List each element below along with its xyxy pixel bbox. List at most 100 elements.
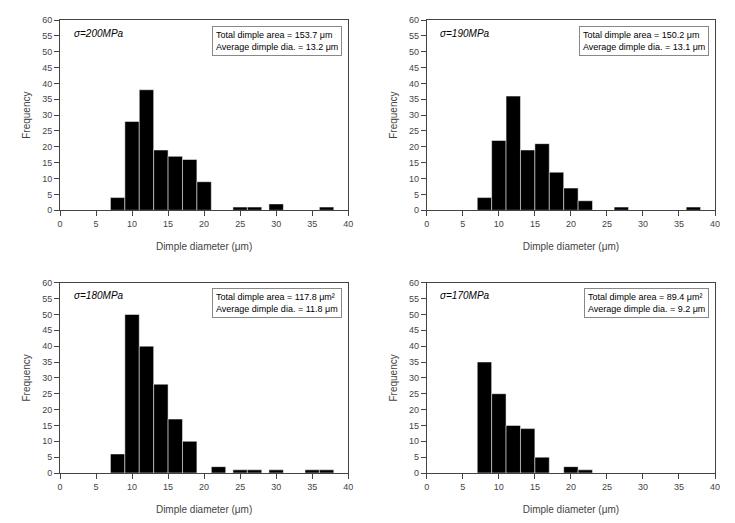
svg-text:5: 5 [47,190,52,200]
svg-text:25: 25 [602,219,612,229]
svg-text:45: 45 [42,325,52,335]
svg-text:25: 25 [235,219,245,229]
svg-text:Total dimple area = 117.8 μm²A: Total dimple area = 117.8 μm²Average dim… [216,292,338,314]
svg-text:σ=190MPa: σ=190MPa [440,28,490,39]
svg-text:15: 15 [163,482,173,492]
svg-text:0: 0 [47,468,52,478]
svg-text:5: 5 [94,482,99,492]
svg-text:10: 10 [409,174,419,184]
svg-text:35: 35 [674,219,684,229]
svg-text:60: 60 [42,278,52,288]
svg-text:60: 60 [42,15,52,25]
svg-text:15: 15 [42,421,52,431]
svg-text:20: 20 [566,219,576,229]
svg-text:25: 25 [602,482,612,492]
svg-text:5: 5 [94,219,99,229]
svg-text:Total dimple area = 153.7 μmAv: Total dimple area = 153.7 μmAverage dimp… [216,30,338,52]
svg-text:5: 5 [460,219,465,229]
svg-text:30: 30 [42,373,52,383]
svg-text:35: 35 [307,482,317,492]
svg-text:50: 50 [42,47,52,57]
svg-text:5: 5 [414,452,419,462]
svg-text:40: 40 [42,79,52,89]
svg-text:0: 0 [424,219,429,229]
svg-text:50: 50 [42,310,52,320]
svg-text:10: 10 [42,436,52,446]
svg-text:20: 20 [42,405,52,415]
svg-text:15: 15 [530,219,540,229]
svg-text:35: 35 [409,94,419,104]
svg-text:55: 55 [409,294,419,304]
svg-text:10: 10 [127,219,137,229]
svg-text:30: 30 [638,482,648,492]
svg-text:0: 0 [57,219,62,229]
svg-text:20: 20 [42,142,52,152]
svg-text:0: 0 [57,482,62,492]
svg-text:0: 0 [424,482,429,492]
svg-text:20: 20 [199,482,209,492]
svg-text:15: 15 [163,219,173,229]
svg-text:Frequency: Frequency [21,92,32,139]
svg-text:Dimple diameter (μm): Dimple diameter (μm) [523,241,619,252]
svg-text:5: 5 [460,482,465,492]
svg-text:20: 20 [409,405,419,415]
svg-text:45: 45 [42,63,52,73]
svg-text:15: 15 [530,482,540,492]
svg-text:Dimple diameter (μm): Dimple diameter (μm) [156,504,252,515]
svg-text:15: 15 [409,158,419,168]
svg-text:45: 45 [409,325,419,335]
svg-text:0: 0 [414,468,419,478]
svg-text:35: 35 [42,94,52,104]
svg-text:5: 5 [414,190,419,200]
svg-text:5: 5 [47,452,52,462]
svg-text:50: 50 [409,310,419,320]
svg-text:σ=200MPa: σ=200MPa [74,28,124,39]
svg-text:Frequency: Frequency [21,354,32,401]
svg-text:Dimple diameter (μm): Dimple diameter (μm) [523,504,619,515]
svg-text:35: 35 [674,482,684,492]
svg-text:55: 55 [42,294,52,304]
svg-text:30: 30 [409,373,419,383]
svg-text:30: 30 [409,110,419,120]
svg-text:0: 0 [414,205,419,215]
svg-text:40: 40 [710,482,720,492]
svg-text:Frequency: Frequency [388,354,399,401]
svg-text:30: 30 [271,219,281,229]
svg-text:55: 55 [409,31,419,41]
svg-text:40: 40 [409,79,419,89]
svg-text:Total dimple area = 150.2 μmAv: Total dimple area = 150.2 μmAverage dimp… [583,30,705,52]
svg-text:20: 20 [566,482,576,492]
svg-text:15: 15 [42,158,52,168]
svg-text:40: 40 [42,341,52,351]
svg-text:35: 35 [42,357,52,367]
svg-text:Frequency: Frequency [388,92,399,139]
svg-text:σ=170MPa: σ=170MPa [440,290,490,301]
svg-text:40: 40 [343,219,353,229]
svg-text:15: 15 [409,421,419,431]
svg-text:σ=180MPa: σ=180MPa [74,290,124,301]
svg-text:Total dimple area = 89.4 μm²Av: Total dimple area = 89.4 μm²Average dimp… [588,292,705,314]
svg-text:10: 10 [409,436,419,446]
svg-text:20: 20 [199,219,209,229]
svg-text:0: 0 [47,205,52,215]
svg-text:30: 30 [638,219,648,229]
svg-text:30: 30 [42,110,52,120]
svg-text:55: 55 [42,31,52,41]
svg-text:45: 45 [409,63,419,73]
svg-text:50: 50 [409,47,419,57]
svg-text:25: 25 [235,482,245,492]
svg-text:10: 10 [127,482,137,492]
svg-text:40: 40 [343,482,353,492]
svg-text:25: 25 [42,126,52,136]
svg-text:25: 25 [42,389,52,399]
svg-text:35: 35 [409,357,419,367]
svg-text:25: 25 [409,389,419,399]
svg-text:20: 20 [409,142,419,152]
svg-text:10: 10 [494,219,504,229]
svg-text:60: 60 [409,278,419,288]
svg-text:10: 10 [494,482,504,492]
svg-text:35: 35 [307,219,317,229]
svg-text:10: 10 [42,174,52,184]
svg-text:60: 60 [409,15,419,25]
svg-text:Dimple diameter (μm): Dimple diameter (μm) [156,241,252,252]
